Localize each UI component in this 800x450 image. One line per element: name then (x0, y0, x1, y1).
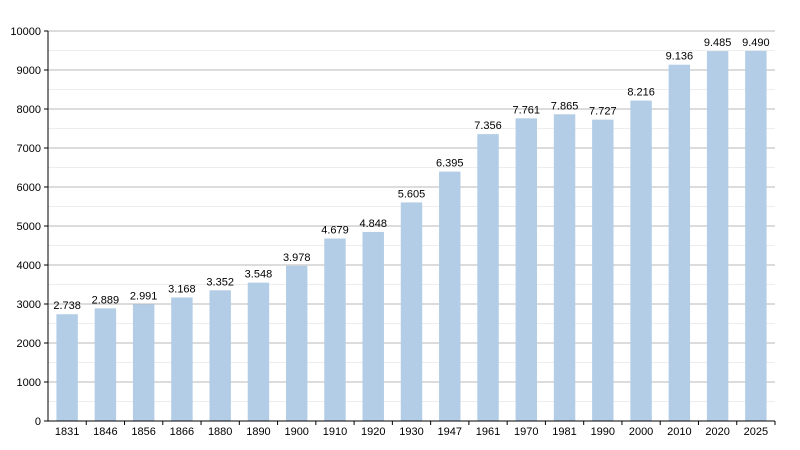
data-label-2025: 9.490 (742, 37, 770, 49)
y-tick-label: 3000 (17, 299, 41, 311)
x-tick-label-1880: 1880 (208, 426, 232, 438)
x-tick-label-1947: 1947 (438, 426, 462, 438)
x-tick-label-1890: 1890 (246, 426, 270, 438)
y-tick-label: 0 (35, 416, 41, 428)
x-tick-label-2025: 2025 (744, 426, 768, 438)
bar-1990 (592, 119, 614, 421)
bar-2020 (706, 51, 729, 422)
bar-1930 (400, 202, 423, 421)
x-tick-label-2020: 2020 (705, 426, 729, 438)
x-tick-label-1856: 1856 (131, 426, 155, 438)
data-label-1920: 4.848 (359, 218, 387, 230)
x-tick-label-1961: 1961 (476, 426, 500, 438)
bars (56, 50, 767, 422)
x-tick-label-1920: 1920 (361, 426, 385, 438)
data-label-1961: 7.356 (474, 120, 502, 132)
labels: 0 1000 2000 3000 4000 5000 6000 7000 8000 9000 100… (10, 26, 769, 438)
y-tick-label: 2000 (17, 338, 41, 350)
x-tick-label-1910: 1910 (323, 426, 347, 438)
x-tick-label-1846: 1846 (93, 426, 117, 438)
x-tick-label-2010: 2010 (667, 426, 691, 438)
bar-1970 (515, 118, 538, 422)
bar-1831 (56, 314, 78, 421)
y-tick-label: 6000 (17, 182, 41, 194)
x-tick-label-1900: 1900 (284, 426, 308, 438)
x-tick-label-2000: 2000 (629, 426, 653, 438)
data-label-1846: 2.889 (92, 294, 120, 306)
data-label-1890: 3.548 (245, 269, 273, 281)
data-label-1880: 3.352 (206, 276, 234, 288)
data-label-1900: 3.978 (283, 252, 311, 264)
data-label-1947: 6.395 (436, 158, 464, 170)
x-tick-label-1981: 1981 (552, 426, 576, 438)
x-tick-label-1831: 1831 (55, 426, 79, 438)
x-tick-label-1866: 1866 (170, 426, 194, 438)
bar-1856 (132, 304, 155, 421)
x-tick-label-1930: 1930 (399, 426, 423, 438)
y-tick-label: 7000 (17, 143, 41, 155)
bar-1866 (171, 297, 193, 421)
data-label-1970: 7.761 (513, 104, 541, 116)
data-label-2020: 9.485 (704, 37, 732, 49)
axes (44, 30, 776, 425)
y-tick-label: 5000 (17, 221, 41, 233)
bar-1910 (324, 238, 346, 421)
data-label-1910: 4.679 (321, 225, 349, 237)
data-label-1930: 5.605 (398, 188, 426, 200)
bar-2025 (745, 50, 767, 421)
bar-1900 (285, 265, 308, 421)
y-tick-label: 9000 (17, 65, 41, 77)
x-tick-label-1970: 1970 (514, 426, 538, 438)
y-tick-label: 4000 (17, 260, 41, 272)
bar-1880 (209, 290, 231, 421)
data-label-1990: 7.727 (589, 106, 617, 118)
data-label-2000: 8.216 (627, 87, 655, 99)
data-label-1866: 3.168 (168, 283, 196, 295)
bar-1890 (247, 282, 270, 421)
bar-2000 (630, 100, 652, 422)
data-label-1856: 2.991 (130, 290, 158, 302)
y-tick-label: 8000 (17, 104, 41, 116)
bar-1920 (362, 231, 384, 421)
data-label-1981: 7.865 (551, 100, 579, 112)
data-label-2010: 9.136 (666, 51, 694, 63)
y-tick-label: 1000 (17, 377, 41, 389)
bar-1961 (477, 134, 499, 421)
y-tick-label: 10000 (10, 26, 41, 38)
bar-1947 (439, 171, 461, 421)
data-label-1831: 2.738 (53, 300, 81, 312)
bar-2010 (668, 64, 691, 422)
x-tick-label-1990: 1990 (591, 426, 615, 438)
bar-1846 (94, 308, 117, 421)
bar-1981 (553, 114, 576, 421)
